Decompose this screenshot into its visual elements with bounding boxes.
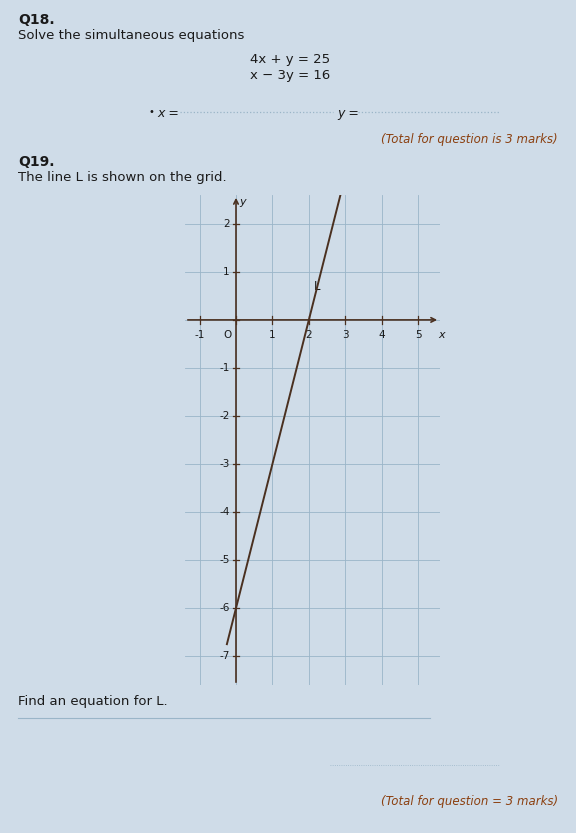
Text: -3: -3 (219, 459, 229, 469)
Text: Solve the simultaneous equations: Solve the simultaneous equations (18, 29, 244, 42)
Text: -5: -5 (219, 555, 229, 565)
Text: Find an equation for L.: Find an equation for L. (18, 695, 168, 708)
Text: y: y (240, 197, 247, 207)
Text: -1: -1 (219, 363, 229, 373)
Text: 2: 2 (223, 219, 229, 229)
Text: 4: 4 (378, 331, 385, 341)
Text: 2: 2 (305, 331, 312, 341)
Text: L: L (314, 281, 321, 293)
Text: (Total for question is 3 marks): (Total for question is 3 marks) (381, 133, 558, 146)
Text: y =: y = (337, 107, 359, 120)
Text: 5: 5 (415, 331, 422, 341)
Text: -4: -4 (219, 507, 229, 517)
Text: 1: 1 (269, 331, 276, 341)
Text: x =: x = (157, 107, 179, 120)
Text: -6: -6 (219, 603, 229, 613)
Text: (Total for question = 3 marks): (Total for question = 3 marks) (381, 795, 558, 808)
Text: The line L is shown on the grid.: The line L is shown on the grid. (18, 171, 226, 184)
Text: Q18.: Q18. (18, 13, 55, 27)
Text: x − 3y = 16: x − 3y = 16 (250, 69, 330, 82)
Text: O: O (223, 331, 232, 341)
Text: -2: -2 (219, 411, 229, 421)
Text: x: x (438, 331, 445, 341)
Text: Q19.: Q19. (18, 155, 55, 169)
Text: 1: 1 (223, 267, 229, 277)
Text: •: • (148, 107, 154, 117)
Text: -7: -7 (219, 651, 229, 661)
Text: -1: -1 (194, 331, 204, 341)
Text: 4x + y = 25: 4x + y = 25 (250, 53, 330, 66)
Text: 3: 3 (342, 331, 348, 341)
